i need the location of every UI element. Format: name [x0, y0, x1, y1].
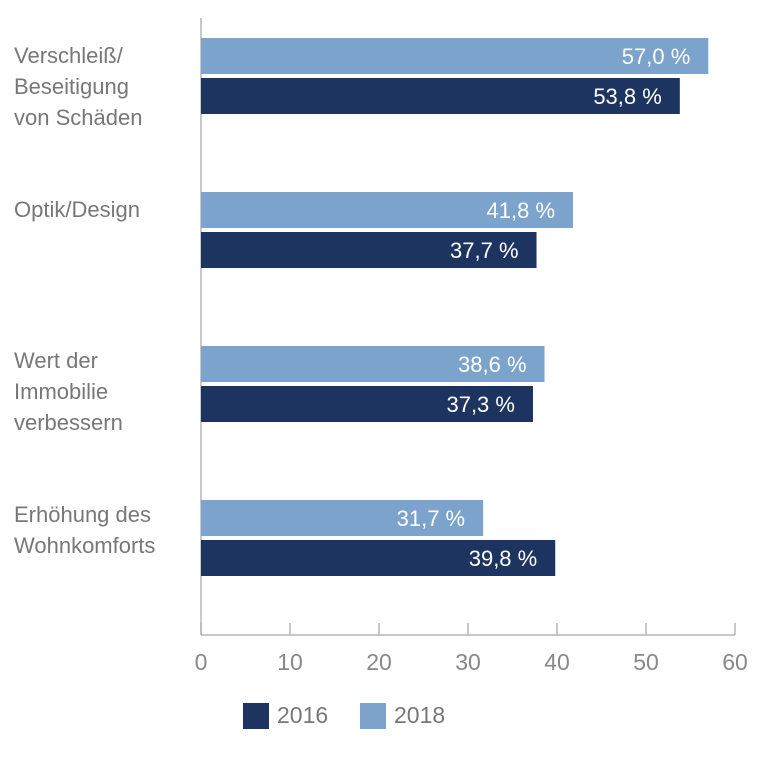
bar-2016-cat1	[201, 78, 680, 114]
x-tick-label-0: 0	[195, 649, 208, 675]
bar-2018-cat1	[201, 38, 709, 74]
x-tick-label-10: 10	[277, 649, 303, 675]
bar-label-2018-cat3: 38,6 %	[458, 352, 527, 377]
category-label-1: Verschleiß/ Beseitigung von Schäden	[14, 43, 143, 130]
x-tick-label-60: 60	[722, 649, 748, 675]
category-label-2: Optik/Design	[14, 197, 140, 222]
x-tick-label-40: 40	[544, 649, 570, 675]
x-tick-label-20: 20	[366, 649, 392, 675]
legend-label-2016: 2016	[277, 702, 329, 728]
bar-label-2018-cat2: 41,8 %	[487, 198, 556, 223]
legend-item-2016: 2016	[243, 702, 328, 729]
bar-2018-cat2	[201, 192, 574, 228]
bar-label-2018-cat4: 31,7 %	[397, 506, 466, 531]
bar-2016-cat2	[201, 232, 537, 268]
bar-label-2016-cat1: 53,8 %	[593, 84, 662, 109]
legend-item-2018: 2018	[360, 702, 445, 729]
bar-label-2016-cat3: 37,3 %	[446, 392, 515, 417]
x-tick-label-50: 50	[633, 649, 659, 675]
legend-swatch-2018	[360, 702, 386, 729]
bar-2016-cat4	[201, 540, 556, 576]
bar-2016-cat3	[201, 386, 533, 422]
bar-label-2016-cat4: 39,8 %	[469, 546, 538, 571]
bar-label-2016-cat2: 37,7 %	[450, 238, 519, 263]
bar-2018-cat3	[201, 346, 545, 382]
bar-2018-cat4	[201, 500, 484, 536]
x-tick-label-30: 30	[455, 649, 481, 675]
category-label-4: Erhöhung des Wohnkomforts	[14, 502, 156, 558]
legend-swatch-2016	[243, 702, 269, 729]
bar-label-2018-cat1: 57,0 %	[622, 44, 691, 69]
category-label-3: Wert der Immobilie verbessern	[14, 348, 123, 435]
legend-label-2018: 2018	[394, 702, 446, 728]
